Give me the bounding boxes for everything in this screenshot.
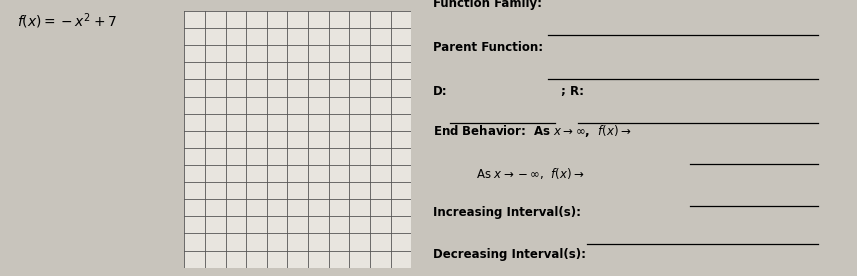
Text: End Behavior:  As $x\rightarrow\infty$,  $f(x)\rightarrow$: End Behavior: As $x\rightarrow\infty$, $… <box>433 123 631 139</box>
Text: Function Family:: Function Family: <box>433 0 542 10</box>
Text: $f(x) = -x^2 + 7$: $f(x) = -x^2 + 7$ <box>17 11 117 31</box>
Text: Parent Function:: Parent Function: <box>433 41 543 54</box>
Text: As $x\rightarrow-\infty$,  $f(x)\rightarrow$: As $x\rightarrow-\infty$, $f(x)\rightarr… <box>476 166 584 181</box>
Text: D:: D: <box>433 85 447 98</box>
Text: ; R:: ; R: <box>561 85 584 98</box>
Text: Increasing Interval(s):: Increasing Interval(s): <box>433 206 581 219</box>
Text: Decreasing Interval(s):: Decreasing Interval(s): <box>433 248 586 261</box>
